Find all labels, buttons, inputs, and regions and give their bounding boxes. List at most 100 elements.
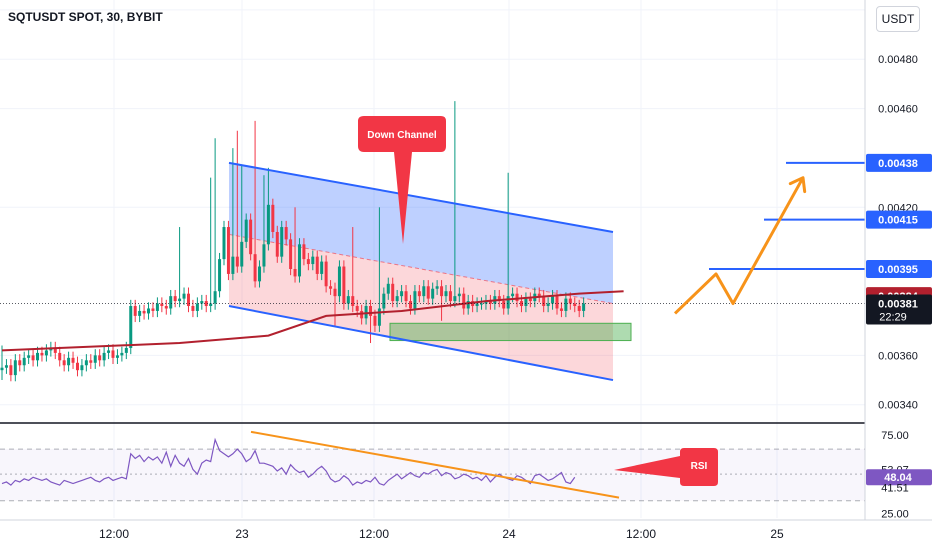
currency-button[interactable]: USDT — [876, 6, 920, 32]
candle-body — [266, 204, 270, 245]
candle-body — [369, 306, 373, 316]
time-tick-label: 23 — [235, 527, 249, 541]
candle-body — [582, 303, 586, 311]
candle-body — [457, 293, 461, 297]
candle-body — [413, 291, 417, 309]
price-badge: 0.00415 — [866, 210, 932, 229]
moving-average-line — [1, 290, 624, 352]
rsi-callout: RSI — [614, 448, 718, 486]
candle-body — [249, 219, 253, 255]
candle-body — [240, 241, 244, 267]
candle-body — [124, 347, 128, 353]
candle-body — [9, 365, 13, 376]
time-tick-label: 12:00 — [626, 527, 656, 541]
price-tick-label: 0.00480 — [878, 54, 918, 66]
rsi-value-badge: 48.04 — [884, 472, 912, 484]
candle-body — [182, 293, 186, 299]
rsi-band — [0, 449, 865, 501]
time-tick-label: 12:00 — [359, 527, 389, 541]
candle-body — [218, 259, 222, 292]
channel-lower-line — [228, 305, 614, 382]
rsi-value-badge-bg — [866, 469, 932, 486]
candle-body — [484, 301, 488, 304]
price-badge-bg — [866, 153, 932, 172]
candle-body — [31, 355, 35, 361]
candle-body — [297, 244, 301, 277]
grid-lines — [0, 0, 865, 518]
candle-body — [404, 291, 408, 302]
candle-body — [231, 256, 235, 274]
candle-body — [80, 365, 84, 371]
support-zone — [389, 322, 632, 342]
countdown-label: 22:29 — [879, 312, 907, 324]
candle-body — [519, 301, 523, 307]
candle-body — [462, 293, 466, 309]
candle-body — [44, 350, 48, 356]
candle-body — [386, 283, 390, 294]
candle-body — [480, 303, 484, 305]
candle-body — [169, 296, 173, 309]
candle-body — [75, 362, 79, 371]
channel-midline — [228, 233, 614, 305]
candle-body — [537, 293, 541, 297]
candle-body — [391, 283, 395, 302]
candle-body — [71, 357, 75, 363]
candle-body — [84, 360, 88, 366]
candle-body — [311, 256, 315, 265]
candle-body — [435, 286, 439, 289]
candle-body — [448, 291, 452, 302]
candle-body — [289, 239, 293, 269]
candle-body — [235, 256, 239, 267]
candle-body — [40, 352, 44, 356]
candle-body — [324, 261, 328, 287]
candle-body — [408, 301, 412, 309]
time-tick-label: 12:00 — [99, 527, 129, 541]
candle-body — [253, 254, 257, 282]
candle-body — [302, 244, 306, 260]
candle-body — [511, 293, 515, 297]
price-badge-bg — [866, 294, 932, 325]
candle-body — [213, 291, 217, 304]
candle-body — [488, 301, 492, 304]
candle-body — [551, 296, 555, 304]
candle-body — [53, 347, 57, 353]
candle-body — [244, 219, 248, 242]
candle-body — [280, 227, 284, 257]
candle-body — [262, 244, 266, 267]
candle-body — [453, 296, 457, 302]
candle-body — [67, 357, 71, 366]
candle-body — [355, 306, 359, 311]
candle-body — [577, 306, 581, 311]
candle-body — [546, 303, 550, 307]
candle-body — [466, 301, 470, 309]
candle-body — [209, 303, 213, 307]
candle-body — [502, 301, 506, 309]
candle-body — [36, 352, 40, 361]
candle-body — [400, 291, 404, 297]
channel-upper-line — [228, 161, 614, 233]
candle-body — [222, 227, 226, 260]
price-badge-label: 0.00415 — [878, 215, 918, 227]
candle-body — [107, 350, 111, 353]
candle-body — [528, 298, 532, 302]
projection-arrowhead — [788, 176, 807, 194]
candle-body — [133, 306, 137, 316]
rsi-tick-label: 25.00 — [881, 508, 909, 520]
rsi-tick-label: 75.00 — [881, 430, 909, 442]
candle-body — [395, 296, 399, 302]
candle-body — [293, 268, 297, 277]
callout-text: Down Channel — [367, 130, 437, 141]
price-badge-label: 0.00381 — [878, 299, 918, 311]
candle-body — [27, 355, 31, 358]
candle-body — [160, 303, 164, 307]
candle-body — [351, 296, 355, 307]
candle-body — [151, 308, 155, 311]
price-badge: 0.00395 — [866, 259, 932, 278]
candle-body — [18, 360, 22, 366]
candle-body — [271, 204, 275, 232]
candle-body — [373, 315, 377, 326]
candle-body — [524, 298, 528, 307]
